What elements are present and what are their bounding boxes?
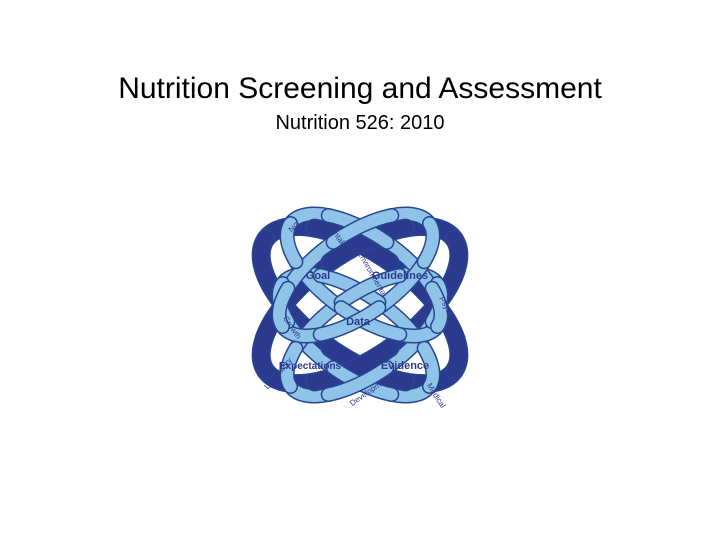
knot-diagram: GoalGuidelinesDataExpectationsEvidence N… [210, 165, 510, 425]
page-title: Nutrition Screening and Assessment [0, 72, 720, 106]
knot-label-main: Evidence [381, 360, 429, 372]
knot-label-main: Data [346, 316, 371, 328]
knot-label-main: Goal [306, 270, 330, 282]
page-subtitle: Nutrition 526: 2010 [0, 112, 720, 135]
